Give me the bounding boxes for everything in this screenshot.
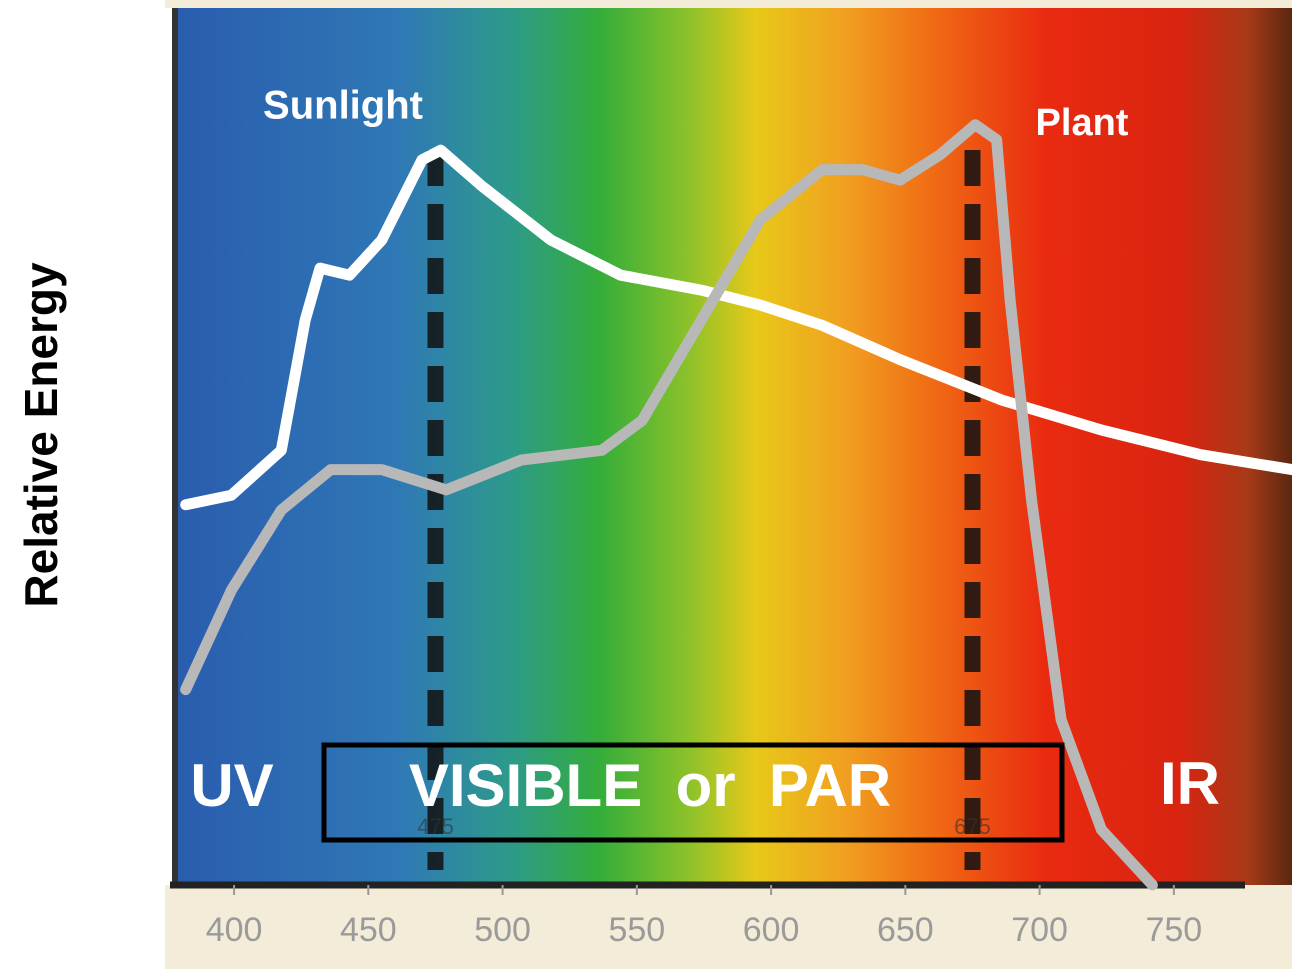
region-label: IR: [1160, 750, 1220, 817]
series-label: Sunlight: [263, 84, 423, 128]
region-label: UV: [190, 752, 273, 819]
top-strip: [165, 0, 1292, 8]
marker-label: 675: [954, 814, 991, 839]
x-tick-label: 600: [743, 911, 800, 949]
chart: Relative Energy 400 450 500 550 600 650 700 750…: [0, 0, 1292, 969]
x-tick-label: 700: [1011, 911, 1068, 949]
x-tick-label: 450: [340, 911, 397, 949]
region-label: VISIBLE or PAR: [409, 752, 891, 819]
y-axis-label: Relative Energy: [15, 262, 67, 608]
axis-strip: [165, 885, 1292, 969]
series-label: Plant: [1036, 102, 1129, 144]
x-tick-label: 550: [608, 911, 665, 949]
x-tick-label: 500: [474, 911, 531, 949]
x-tick-label: 650: [877, 911, 934, 949]
page: {"chart_data": { "type": "line", "y_labe…: [0, 0, 1292, 969]
x-tick-label: 750: [1145, 911, 1202, 949]
x-tick-label: 400: [206, 911, 263, 949]
